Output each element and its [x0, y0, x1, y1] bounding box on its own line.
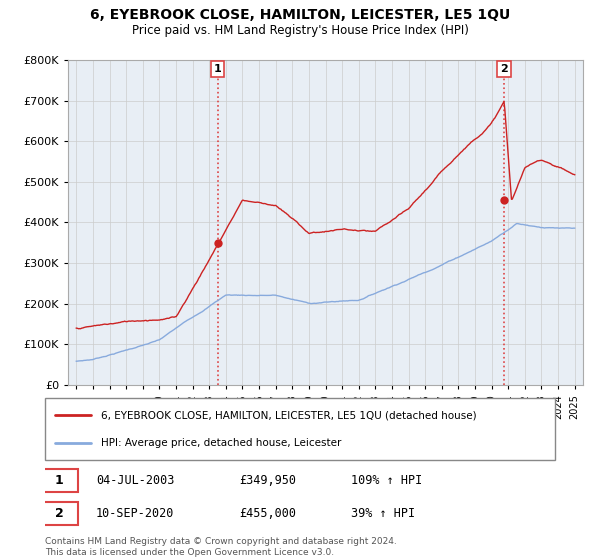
- Text: 2: 2: [55, 507, 64, 520]
- Text: Contains HM Land Registry data © Crown copyright and database right 2024.: Contains HM Land Registry data © Crown c…: [45, 536, 397, 545]
- FancyBboxPatch shape: [45, 398, 555, 460]
- Text: £455,000: £455,000: [239, 507, 296, 520]
- Text: 109% ↑ HPI: 109% ↑ HPI: [351, 474, 422, 487]
- Text: 6, EYEBROOK CLOSE, HAMILTON, LEICESTER, LE5 1QU: 6, EYEBROOK CLOSE, HAMILTON, LEICESTER, …: [90, 8, 510, 22]
- Text: HPI: Average price, detached house, Leicester: HPI: Average price, detached house, Leic…: [101, 438, 341, 447]
- FancyBboxPatch shape: [40, 502, 78, 525]
- Text: This data is licensed under the Open Government Licence v3.0.: This data is licensed under the Open Gov…: [45, 548, 334, 557]
- Text: 39% ↑ HPI: 39% ↑ HPI: [351, 507, 415, 520]
- Text: 1: 1: [55, 474, 64, 487]
- Text: 2: 2: [500, 64, 508, 74]
- FancyBboxPatch shape: [40, 469, 78, 492]
- Text: 04-JUL-2003: 04-JUL-2003: [96, 474, 175, 487]
- Text: £349,950: £349,950: [239, 474, 296, 487]
- Text: Price paid vs. HM Land Registry's House Price Index (HPI): Price paid vs. HM Land Registry's House …: [131, 24, 469, 36]
- Text: 10-SEP-2020: 10-SEP-2020: [96, 507, 175, 520]
- Text: 1: 1: [214, 64, 221, 74]
- Text: 6, EYEBROOK CLOSE, HAMILTON, LEICESTER, LE5 1QU (detached house): 6, EYEBROOK CLOSE, HAMILTON, LEICESTER, …: [101, 410, 477, 421]
